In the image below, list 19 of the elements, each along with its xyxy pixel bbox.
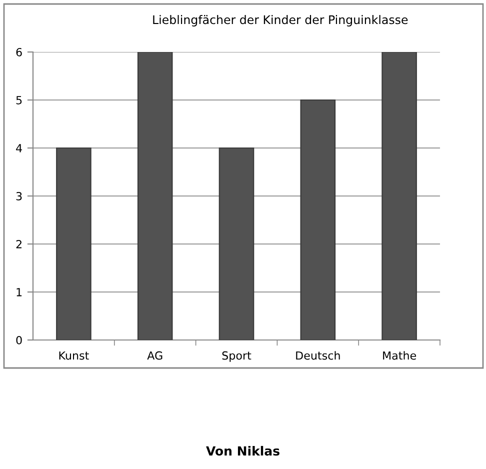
bar <box>137 52 173 340</box>
x-tick-label: Deutsch <box>296 351 340 360</box>
text: Von Niklas <box>206 446 280 456</box>
y-tick-label: 2 <box>16 240 22 248</box>
y-tick-label: 4 <box>16 144 22 152</box>
bar <box>300 99 336 340</box>
y-tick-label: 6 <box>16 48 22 56</box>
chart-title: Lieblingfächer der Kinder der Pinguinklasse <box>153 15 408 26</box>
x-tick-label: Sport <box>222 351 252 362</box>
bar <box>56 147 92 340</box>
y-tick-label: 1 <box>16 288 22 296</box>
x-tick-label: Mathe <box>383 351 416 360</box>
bar <box>382 52 417 340</box>
bar <box>218 147 254 340</box>
y-tick-label: 5 <box>16 96 22 104</box>
x-tick-label: AG <box>147 351 162 360</box>
y-tick-label: 0 <box>16 336 22 344</box>
y-tick-label: 3 <box>16 192 22 200</box>
x-tick-label: Kunst <box>59 351 89 360</box>
